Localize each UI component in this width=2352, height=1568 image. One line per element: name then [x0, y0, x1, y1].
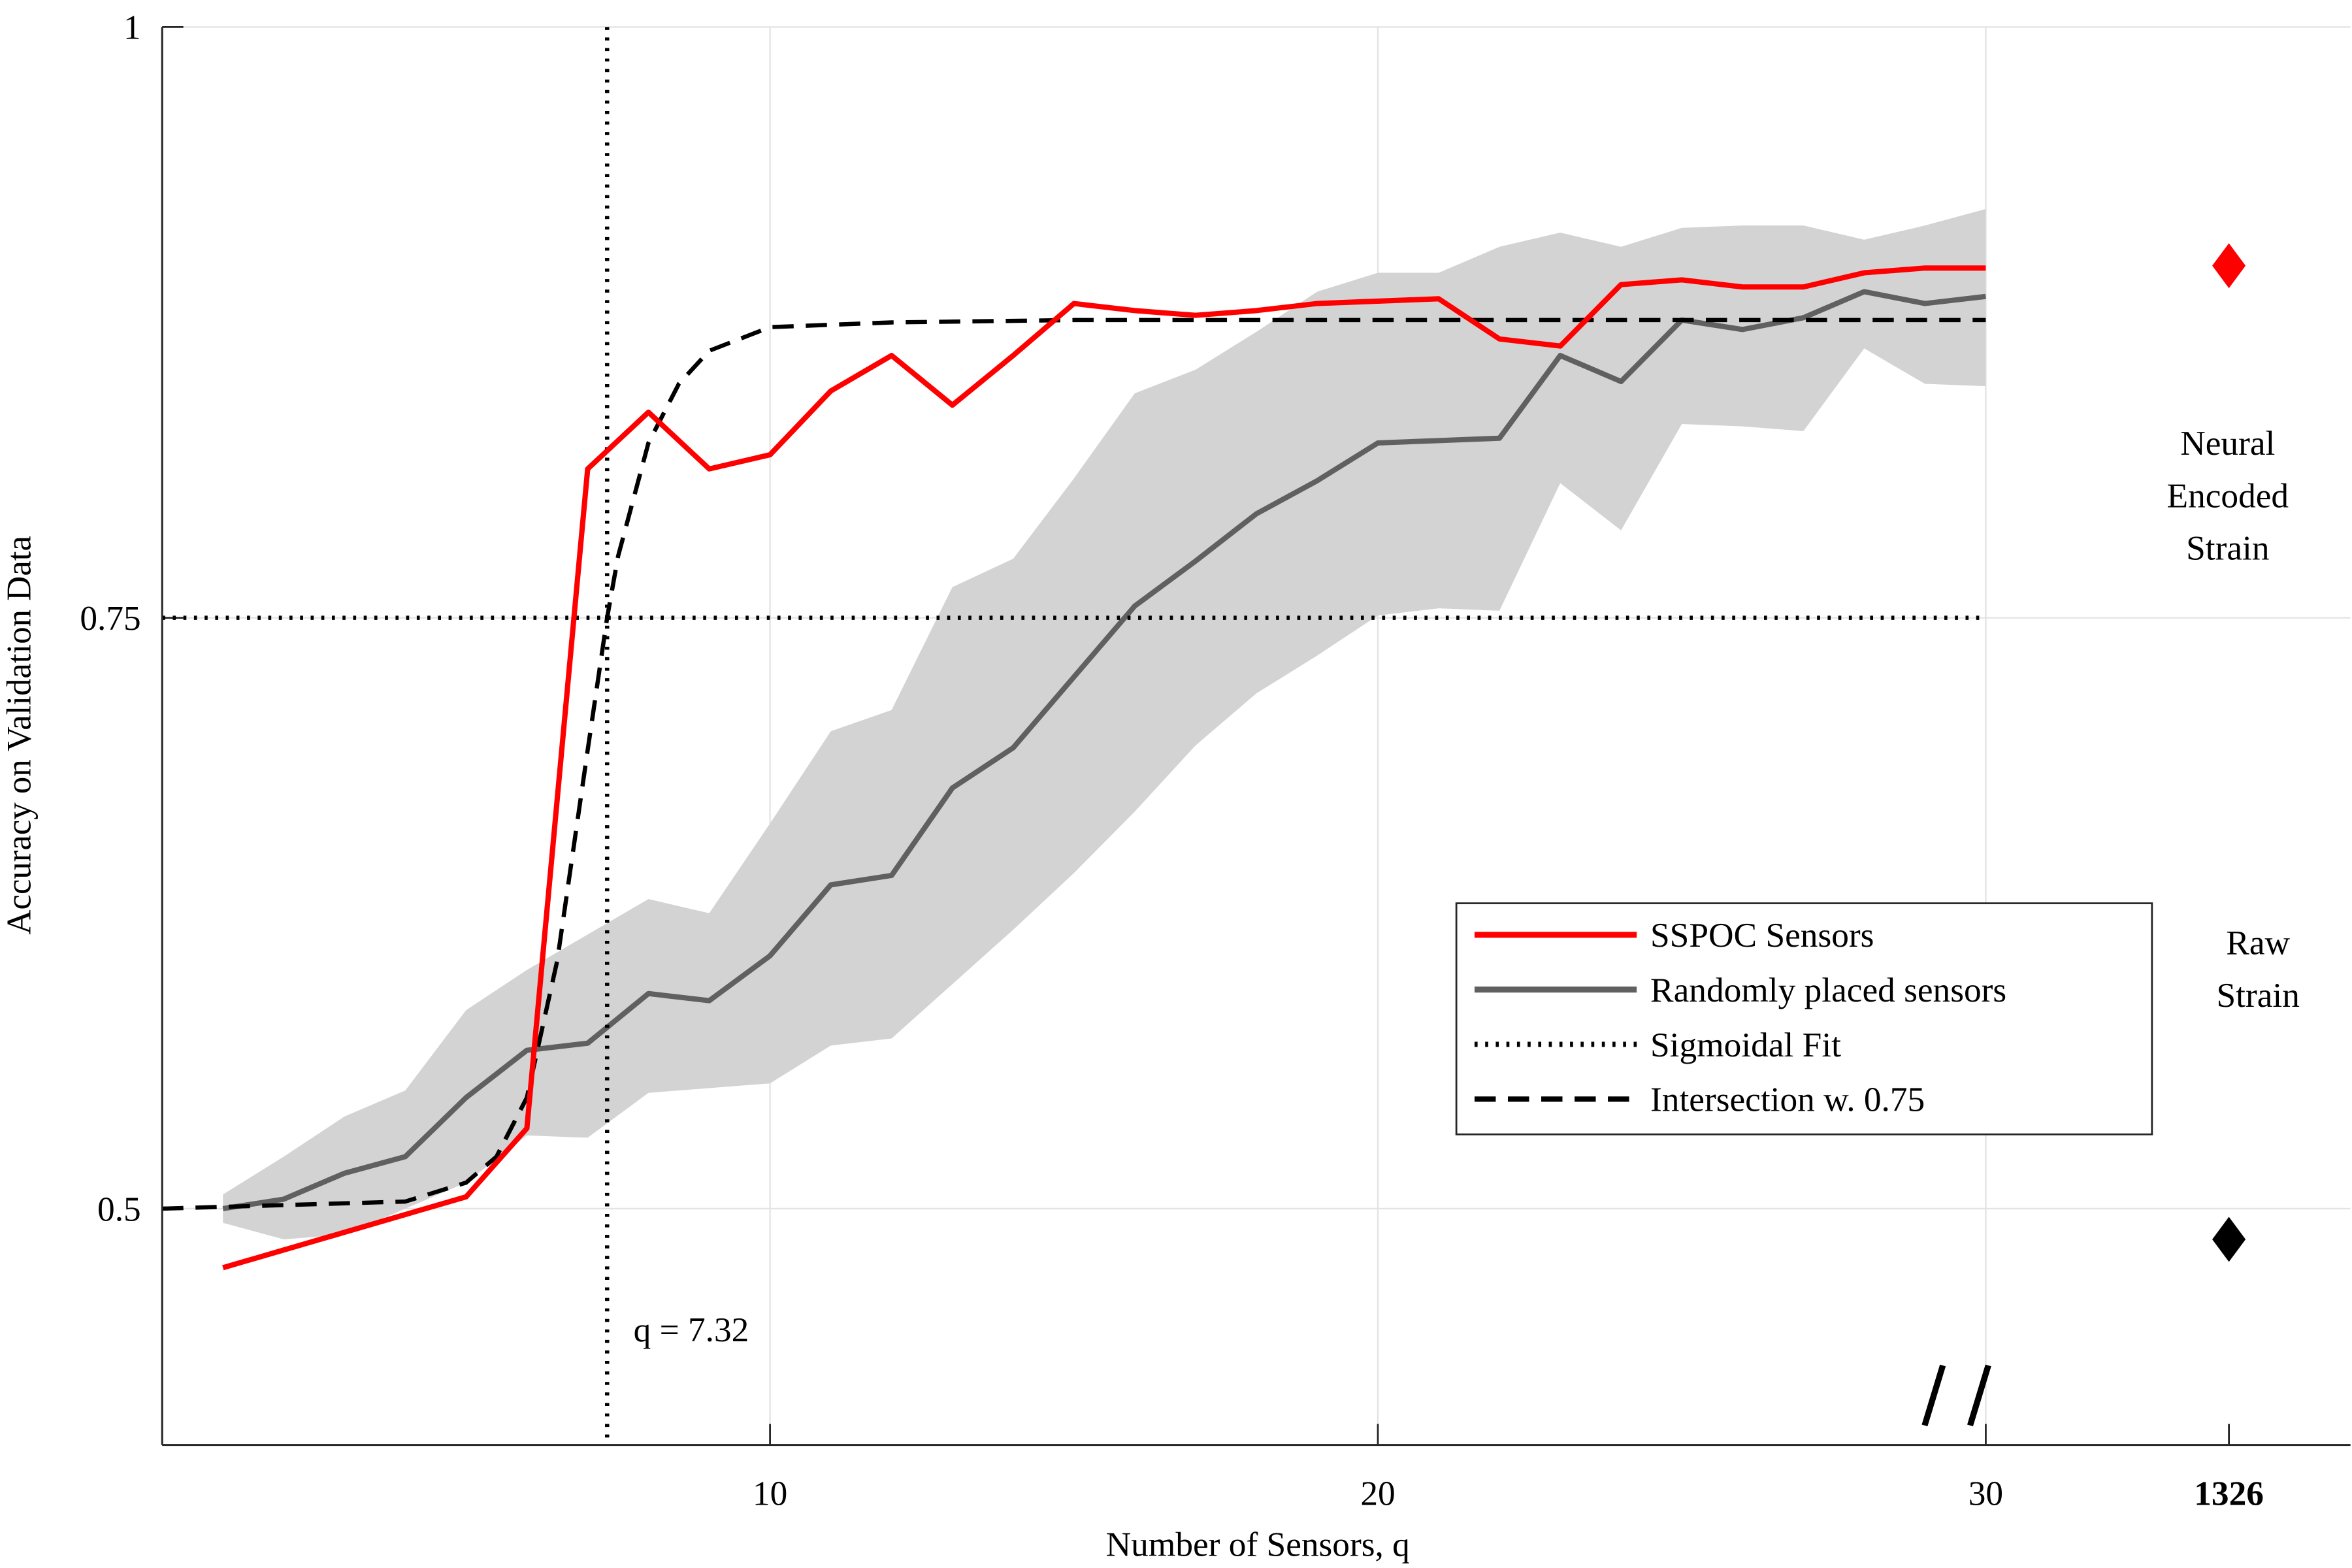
- point-label: Strain: [2186, 530, 2269, 568]
- annotation: q = 7.32: [634, 1311, 749, 1349]
- x-axis-label: Number of Sensors, q: [1106, 1526, 1410, 1564]
- series-line: [162, 318, 1986, 1211]
- point-label: Raw: [2226, 924, 2290, 962]
- x-tick-label: 20: [1360, 1475, 1395, 1513]
- legend-label: Sigmoidal Fit: [1650, 1026, 1841, 1064]
- legend-label: Randomly placed sensors: [1650, 972, 2006, 1009]
- diamond-marker: [2212, 243, 2246, 289]
- legend-label: Intersection w. 0.75: [1650, 1081, 1925, 1119]
- legend: SSPOC Sensors Randomly placed sensors Sigm…: [1455, 902, 2153, 1135]
- y-tick-label: 0.5: [97, 1191, 141, 1229]
- diamond-marker: [2212, 1217, 2246, 1262]
- axis-break: [1921, 1364, 1991, 1427]
- legend-box: [1455, 902, 2153, 1135]
- y-tick-label: 0.75: [80, 600, 140, 638]
- y-axis-label: Accuracy on Validation Data: [0, 536, 38, 935]
- x-tick-label: 10: [753, 1475, 787, 1513]
- series-line: [222, 265, 1986, 1271]
- point-label: Neural: [2180, 425, 2275, 463]
- confidence-band: [223, 208, 1986, 1239]
- point-label: Strain: [2216, 977, 2299, 1015]
- series-line: [162, 27, 1986, 1445]
- legend-label: SSPOC Sensors: [1650, 917, 1874, 955]
- point-label: Encoded: [2166, 477, 2289, 515]
- x-tick-label: 1326: [2194, 1475, 2264, 1513]
- y-tick-label: 1: [123, 9, 141, 47]
- x-tick-label: 30: [1968, 1475, 2003, 1513]
